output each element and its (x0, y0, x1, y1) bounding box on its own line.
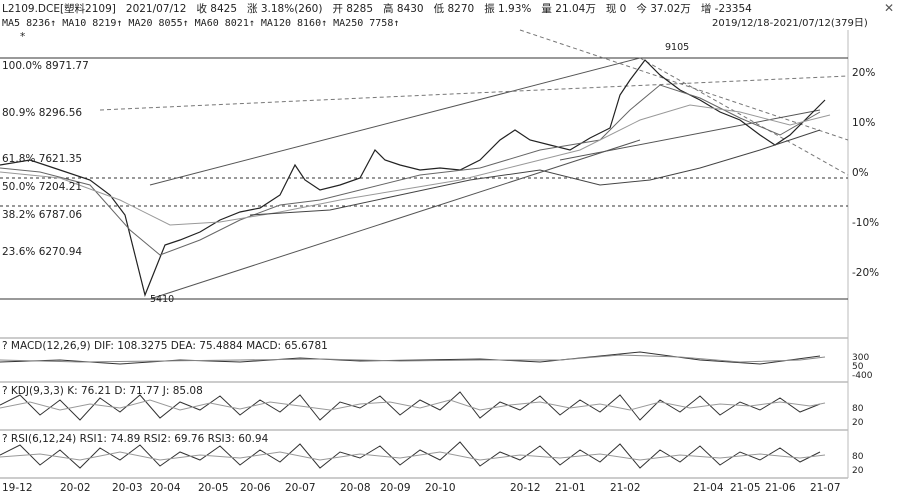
x-tick: 21-04 (693, 482, 724, 494)
rsi-label: ? RSI(6,12,24) RSI1: 74.89 RSI2: 69.76 R… (2, 433, 269, 445)
current: 现 0 (605, 3, 627, 15)
x-tick: 20-04 (150, 482, 181, 494)
x-tick: 19-12 (2, 482, 33, 494)
axis-pct-m20: -20% (852, 267, 880, 279)
date-range: 2019/12/18-2021/07/12(379日) (712, 18, 868, 29)
fib-100: 100.0% 8971.77 (2, 60, 89, 72)
amplitude: 振 1.93% (484, 3, 532, 15)
x-tick: 21-05 (730, 482, 761, 494)
kdj-tick-80: 80 (852, 404, 864, 414)
x-tick: 20-07 (285, 482, 316, 494)
kdj-tick-20: 20 (852, 418, 864, 428)
fib-382: 38.2% 6787.06 (2, 209, 83, 221)
x-tick: 20-12 (510, 482, 541, 494)
rsi-tick-80: 80 (852, 452, 864, 462)
top-star: * (20, 31, 26, 43)
quote-header: L2109.DCE[塑料2109] 2021/07/12 收 8425 涨 3.… (2, 3, 752, 15)
macd-label: ? MACD(12,26,9) DIF: 108.3275 DEA: 75.48… (2, 340, 328, 352)
high-annotation: 9105 (665, 42, 690, 53)
volume: 量 21.04万 (541, 3, 596, 15)
high-price: 高 8430 (383, 3, 424, 15)
fib-236: 23.6% 6270.94 (2, 246, 83, 258)
x-tick: 21-06 (765, 482, 796, 494)
x-tick: 20-08 (340, 482, 371, 494)
axis-pct-20: 20% (852, 67, 876, 79)
rsi-tick-20: 20 (852, 466, 864, 476)
turnover: 今 37.02万 (636, 3, 691, 15)
macd-tick-400: -400 (852, 371, 873, 381)
change: 涨 3.18%(260) (247, 3, 323, 15)
quote-date: 2021/07/12 (125, 3, 187, 15)
symbol[interactable]: L2109.DCE[塑料2109] (2, 3, 116, 15)
macd-tick-50: 50 (852, 362, 864, 372)
x-tick: 21-01 (555, 482, 586, 494)
x-tick: 20-10 (425, 482, 456, 494)
open-interest: 增 -23354 (700, 3, 752, 15)
axis-pct-0: 0% (852, 167, 869, 179)
low-annotation: 5410 (150, 294, 175, 305)
macd-tick-300: 300 (852, 353, 870, 363)
low-price: 低 8270 (433, 3, 475, 15)
close-icon[interactable]: ✕ (883, 1, 894, 15)
x-tick: 21-02 (610, 482, 641, 494)
open-price: 开 8285 (332, 3, 374, 15)
axis-pct-10: 10% (852, 117, 876, 129)
x-tick: 20-02 (60, 482, 91, 494)
x-tick: 20-03 (112, 482, 143, 494)
x-tick: 20-09 (380, 482, 411, 494)
axis-pct-m10: -10% (852, 217, 880, 229)
x-tick: 20-05 (198, 482, 229, 494)
x-tick: 20-06 (240, 482, 271, 494)
x-tick: 21-07 (810, 482, 841, 494)
fib-618: 61.8% 7621.35 (2, 153, 83, 165)
fib-500: 50.0% 7204.21 (2, 181, 83, 193)
ma-legend: MA5 8236↑ MA10 8219↑ MA20 8055↑ MA60 802… (2, 18, 400, 29)
kdj-label: ? KDJ(9,3,3) K: 76.21 D: 71.77 J: 85.08 (2, 385, 203, 397)
fib-809: 80.9% 8296.56 (2, 107, 83, 119)
close-price: 收 8425 (196, 3, 237, 15)
